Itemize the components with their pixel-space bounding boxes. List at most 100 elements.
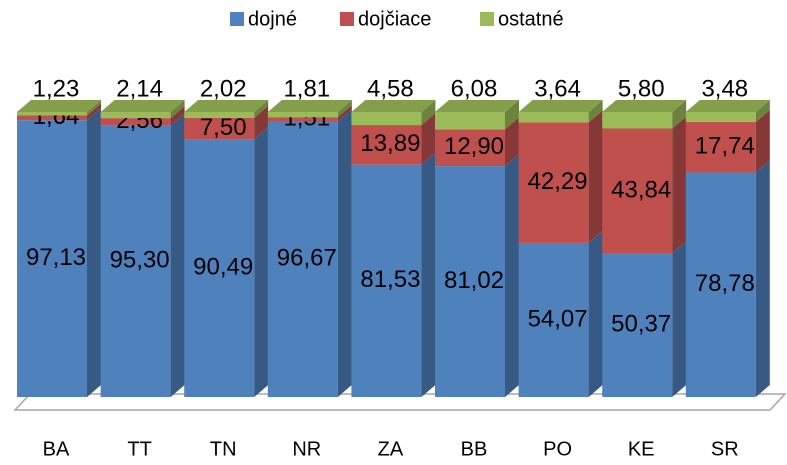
bar-side — [254, 99, 269, 118]
bar-top — [267, 100, 352, 113]
bar-side — [588, 100, 603, 123]
bar-side — [755, 109, 770, 173]
bar-top — [17, 100, 101, 112]
x-tick-label: BA — [43, 438, 70, 460]
bar-front — [602, 111, 673, 129]
bar-front — [184, 111, 255, 118]
bar-side — [87, 103, 101, 121]
data-label: 2,02 — [200, 75, 247, 102]
bar-front — [267, 117, 338, 122]
bar-side — [170, 100, 185, 119]
x-tick-label: TN — [210, 438, 237, 460]
bar-side — [672, 116, 687, 254]
bar-side — [588, 230, 603, 397]
bar-front — [435, 112, 505, 130]
bar-front — [351, 112, 422, 126]
x-tick-label: SR — [711, 438, 739, 460]
data-label: 6,08 — [451, 75, 498, 102]
data-label: 3,64 — [534, 75, 581, 102]
bar-side — [170, 113, 185, 398]
bar-side — [755, 100, 770, 122]
bar-front — [100, 125, 171, 398]
bar-side — [672, 241, 687, 397]
bar-front — [267, 112, 338, 118]
bar-front — [685, 121, 756, 173]
bar-front — [100, 118, 171, 126]
data-label: 1,23 — [33, 75, 80, 102]
x-tick-label: ZA — [378, 438, 404, 460]
bar-front — [351, 164, 422, 397]
bar-front — [17, 115, 87, 121]
bar-side — [254, 127, 269, 397]
data-label: 81,53 — [360, 266, 420, 293]
bar-top — [685, 100, 770, 112]
bar-side — [87, 100, 101, 116]
bar-front — [17, 120, 87, 397]
legend-swatch — [480, 12, 494, 26]
bar-front — [184, 117, 255, 140]
bar-top — [351, 100, 436, 112]
bar-side — [254, 105, 269, 140]
bar-side — [505, 117, 519, 167]
bar-side — [505, 100, 519, 130]
data-label: 7,50 — [200, 114, 247, 141]
bar-side — [588, 110, 603, 243]
bar-side — [421, 152, 436, 397]
bar-top — [518, 100, 603, 112]
bar-side — [337, 105, 352, 122]
bar-front — [267, 121, 338, 397]
data-label: 3,48 — [701, 75, 748, 102]
bar-front — [518, 112, 589, 123]
legend-label: dojčiace — [358, 8, 431, 30]
bar-top — [184, 99, 269, 112]
legend-swatch — [230, 12, 244, 26]
bar-side — [505, 154, 519, 397]
data-label: 54,07 — [528, 305, 588, 332]
data-label: 81,02 — [444, 267, 504, 294]
bar-side — [170, 106, 185, 126]
bar-side — [672, 99, 687, 129]
x-tick-label: KE — [628, 438, 655, 460]
bar-front — [602, 253, 673, 397]
bar-front — [685, 172, 756, 397]
x-tick-label: NR — [292, 438, 321, 460]
data-label: 12,90 — [444, 133, 504, 160]
data-label: 96,67 — [277, 245, 337, 272]
legend-swatch — [340, 12, 354, 26]
bar-front — [351, 125, 422, 165]
data-label: 5,80 — [618, 75, 665, 102]
bar-top — [100, 100, 185, 112]
data-label: 2,14 — [116, 75, 163, 102]
data-label: 97,13 — [26, 244, 86, 271]
data-label: 43,84 — [611, 176, 671, 203]
bar-front — [184, 139, 255, 397]
x-tick-label: TT — [127, 438, 151, 460]
floor — [13, 393, 787, 411]
bar-front — [685, 112, 756, 122]
bar-side — [337, 109, 352, 397]
bar-side — [337, 100, 352, 118]
data-label: 95,30 — [110, 247, 170, 274]
bar-front — [100, 112, 171, 119]
data-label: 4,58 — [367, 75, 414, 102]
data-label: 13,89 — [360, 130, 420, 157]
bar-top — [602, 99, 687, 112]
bar-front — [518, 242, 589, 397]
bar-front — [435, 129, 505, 167]
bar-front — [602, 128, 673, 254]
data-label: 90,49 — [193, 253, 253, 280]
bar-front — [435, 166, 505, 397]
legend-label: ostatné — [498, 8, 564, 30]
data-label: 1,81 — [283, 75, 330, 102]
bar-side — [421, 100, 436, 126]
bar-front — [17, 112, 87, 116]
bar-side — [755, 160, 770, 397]
bar-front — [518, 122, 589, 243]
bar-side — [421, 113, 436, 165]
bar-top — [435, 100, 519, 112]
bar-side — [87, 108, 101, 397]
legend-label: dojné — [248, 8, 297, 30]
data-label: 78,78 — [695, 270, 755, 297]
data-label: 42,29 — [528, 168, 588, 195]
